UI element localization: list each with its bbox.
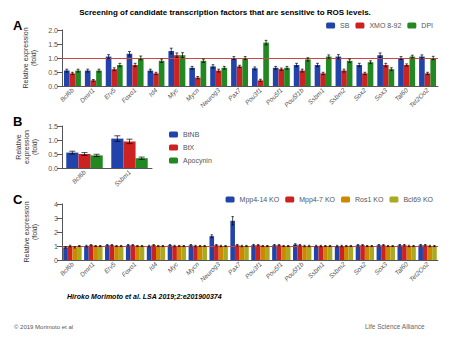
svg-text:Pou5f1: Pou5f1 xyxy=(264,86,284,106)
svg-text:Sox2: Sox2 xyxy=(352,260,368,276)
svg-text:Neurog3: Neurog3 xyxy=(199,260,223,284)
svg-text:Mycn: Mycn xyxy=(184,86,201,103)
svg-text:Pax7: Pax7 xyxy=(227,260,243,276)
svg-text:Tet2Oo2: Tet2Oo2 xyxy=(408,86,431,109)
svg-text:Relative: Relative xyxy=(15,134,22,159)
svg-text:(fold): (fold) xyxy=(31,139,39,155)
svg-text:Tal60: Tal60 xyxy=(393,260,409,276)
svg-text:BtNB: BtNB xyxy=(183,131,200,138)
svg-text:(fold): (fold) xyxy=(31,224,39,240)
svg-text:1.5: 1.5 xyxy=(48,41,58,48)
svg-text:Tet2Oo2: Tet2Oo2 xyxy=(408,260,431,283)
svg-text:Mpp4-7 KO: Mpp4-7 KO xyxy=(299,196,335,204)
svg-text:XMO 8-92: XMO 8-92 xyxy=(369,22,401,29)
svg-text:A: A xyxy=(13,18,23,33)
svg-text:Bcl6b: Bcl6b xyxy=(58,260,75,277)
svg-text:0: 0 xyxy=(54,257,58,264)
svg-text:B: B xyxy=(13,114,22,129)
svg-text:2: 2 xyxy=(54,229,58,236)
svg-text:1: 1 xyxy=(54,243,58,250)
svg-text:Myc: Myc xyxy=(166,260,181,275)
svg-text:Ssbm2: Ssbm2 xyxy=(327,260,346,279)
svg-text:expression: expression xyxy=(23,130,31,164)
svg-text:Pou3f1: Pou3f1 xyxy=(243,260,263,280)
svg-text:Apocynin: Apocynin xyxy=(183,157,212,165)
svg-text:0.0: 0.0 xyxy=(48,165,58,172)
svg-text:SB: SB xyxy=(340,22,350,29)
svg-text:Myc: Myc xyxy=(166,86,181,101)
svg-text:0.5: 0.5 xyxy=(48,151,58,158)
svg-text:© 2019 Morimoto et al: © 2019 Morimoto et al xyxy=(14,324,73,330)
svg-text:Pou5f1b: Pou5f1b xyxy=(283,86,305,108)
svg-text:Tal60: Tal60 xyxy=(393,86,409,102)
svg-text:3: 3 xyxy=(54,215,58,222)
svg-text:Sox2: Sox2 xyxy=(352,86,368,102)
svg-text:Dmrt1: Dmrt1 xyxy=(78,86,96,104)
svg-text:Pou5f1b: Pou5f1b xyxy=(283,260,305,282)
svg-text:2.0: 2.0 xyxy=(48,27,58,34)
svg-text:Etv5: Etv5 xyxy=(103,260,117,274)
svg-text:Id4: Id4 xyxy=(147,86,159,98)
svg-text:Hiroko Morimoto et al. LSA 201: Hiroko Morimoto et al. LSA 2019;2:e20190… xyxy=(67,293,222,301)
svg-text:C: C xyxy=(13,192,23,207)
svg-text:Bcl69 KO: Bcl69 KO xyxy=(403,196,433,203)
svg-text:Foxo1: Foxo1 xyxy=(120,260,138,278)
svg-text:Life Science Alliance: Life Science Alliance xyxy=(365,323,425,330)
svg-text:Neurog3: Neurog3 xyxy=(199,86,223,110)
svg-text:Bcl6b: Bcl6b xyxy=(58,86,75,103)
svg-text:Pou3f1: Pou3f1 xyxy=(243,86,263,106)
svg-text:Ssbm1: Ssbm1 xyxy=(113,168,132,187)
svg-text:Dmrt1: Dmrt1 xyxy=(78,260,96,278)
svg-text:Relative expression: Relative expression xyxy=(23,201,31,262)
svg-text:Ros1 KO: Ros1 KO xyxy=(355,196,384,203)
svg-text:Ssbm1: Ssbm1 xyxy=(306,86,325,105)
svg-text:Pou5f1: Pou5f1 xyxy=(264,260,284,280)
svg-text:1.0: 1.0 xyxy=(48,137,58,144)
svg-text:Sox3: Sox3 xyxy=(373,86,389,102)
svg-text:Foxo1: Foxo1 xyxy=(120,86,138,104)
svg-text:4: 4 xyxy=(54,201,58,208)
svg-text:DPI: DPI xyxy=(421,22,433,29)
svg-text:Relative expression: Relative expression xyxy=(22,27,30,88)
svg-text:0.5: 0.5 xyxy=(48,69,58,76)
svg-text:Etv5: Etv5 xyxy=(103,86,117,100)
svg-text:1.5: 1.5 xyxy=(48,123,58,130)
svg-text:Mycn: Mycn xyxy=(184,260,201,277)
svg-text:0.0: 0.0 xyxy=(48,83,58,90)
svg-text:1.0: 1.0 xyxy=(48,55,58,62)
svg-text:BtX: BtX xyxy=(183,144,195,151)
svg-text:Sox3: Sox3 xyxy=(373,260,389,276)
svg-text:Mpp4-14 KO: Mpp4-14 KO xyxy=(240,196,280,204)
svg-text:Id4: Id4 xyxy=(147,260,159,272)
svg-text:Screening of candidate transcr: Screening of candidate transcription fac… xyxy=(79,8,371,17)
svg-text:(fold): (fold) xyxy=(30,50,38,66)
svg-text:Bcl6b: Bcl6b xyxy=(71,168,88,185)
svg-text:Ssbm1: Ssbm1 xyxy=(306,260,325,279)
svg-text:Pax7: Pax7 xyxy=(227,86,243,102)
svg-text:Ssbm2: Ssbm2 xyxy=(327,86,346,105)
